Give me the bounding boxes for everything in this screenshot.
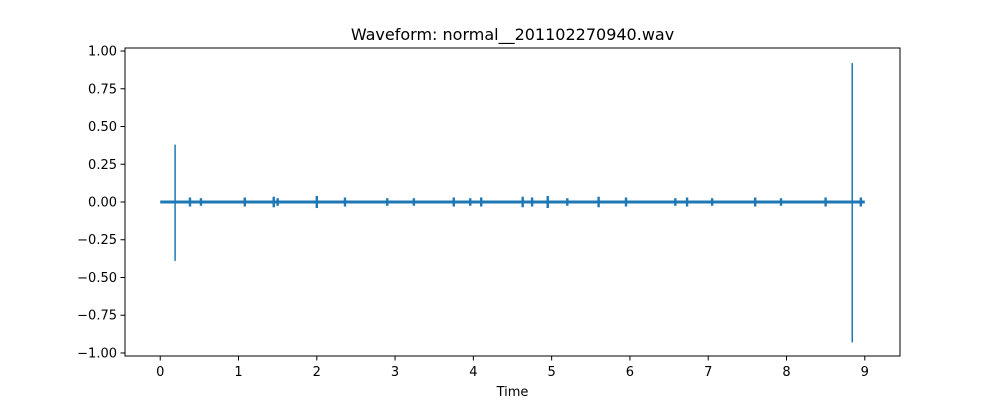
waveform-burst (859, 197, 863, 207)
y-tick-label: 0.25 (88, 158, 117, 173)
y-tick-label: 0.00 (88, 196, 117, 211)
waveform-burst (521, 196, 524, 208)
waveform-burst (597, 196, 600, 208)
waveform-burst (188, 197, 192, 207)
x-tick-label: 5 (548, 365, 556, 380)
waveform-burst (530, 197, 534, 207)
waveform-burst (243, 197, 246, 207)
waveform-burst (753, 197, 757, 207)
y-tick-label: 0.50 (88, 120, 117, 135)
plot-area (124, 47, 901, 357)
y-tick-label: 1.00 (88, 45, 117, 60)
x-axis: 0 1 2 3 4 5 6 7 8 9 (156, 356, 869, 380)
y-tick-label: −0.50 (77, 271, 117, 286)
waveform-burst (386, 198, 389, 206)
x-tick-label: 4 (469, 365, 477, 380)
waveform-burst (779, 198, 783, 206)
y-tick-label: −0.25 (77, 233, 117, 248)
waveform-burst (343, 197, 347, 207)
waveform-burst (276, 198, 279, 206)
waveform-series (160, 63, 865, 343)
waveform-burst (272, 196, 275, 208)
x-tick-label: 1 (234, 365, 242, 380)
waveform-burst (685, 197, 689, 207)
y-tick-label: 0.75 (88, 82, 117, 97)
y-tick-label: −1.00 (77, 346, 117, 361)
waveform-burst (199, 198, 203, 206)
waveform-burst (469, 198, 472, 206)
chart-title: Waveform: normal__201102270940.wav (351, 25, 674, 45)
waveform-burst (412, 198, 416, 206)
waveform-burst (546, 195, 549, 209)
waveform-burst (452, 197, 455, 207)
x-tick-label: 0 (156, 365, 164, 380)
waveform-burst (315, 195, 318, 209)
x-tick-label: 8 (782, 365, 790, 380)
waveform-burst (479, 197, 483, 207)
x-tick-label: 3 (391, 365, 399, 380)
x-tick-label: 2 (313, 365, 321, 380)
x-tick-label: 6 (626, 365, 634, 380)
waveform-burst (710, 198, 714, 206)
x-tick-label: 7 (704, 365, 712, 380)
y-axis: 1.00 0.75 0.50 0.25 0.00 −0.25 −0.50 −0.75 −1.00 (77, 45, 125, 361)
y-tick-label: −0.75 (77, 309, 117, 324)
waveform-baseline (160, 200, 865, 204)
waveform-burst (824, 197, 827, 207)
x-tick-label: 9 (861, 365, 869, 380)
waveform-burst (674, 198, 677, 206)
x-axis-label: Time (496, 385, 529, 400)
waveform-burst (624, 197, 628, 207)
waveform-burst (566, 198, 569, 206)
